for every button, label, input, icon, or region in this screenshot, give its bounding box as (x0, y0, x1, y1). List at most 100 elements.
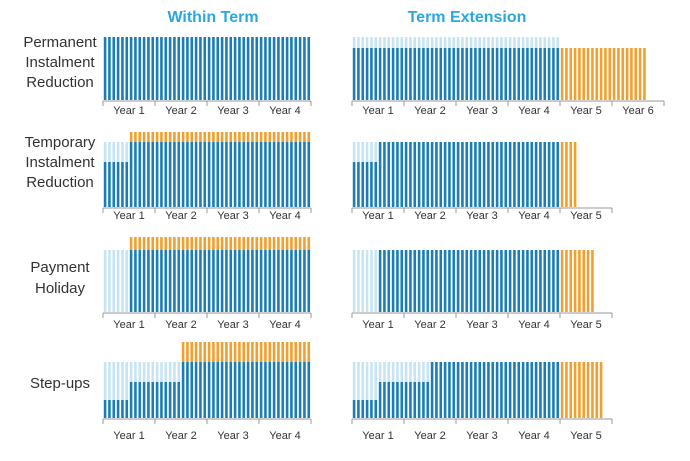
payment-bar (643, 48, 646, 100)
payment-bar (539, 362, 542, 418)
payment-bar (125, 37, 129, 100)
payment-bar (560, 142, 564, 207)
payment-bar (508, 250, 512, 312)
payment-bar (251, 142, 254, 207)
payment-bar (352, 48, 356, 100)
payment-bar (435, 250, 438, 312)
year-label: Year 4 (518, 210, 549, 222)
payment-bar (378, 382, 382, 418)
payment-bar (378, 362, 382, 382)
payment-bar (233, 37, 237, 100)
payment-bar (138, 142, 142, 207)
payment-bar (164, 132, 168, 142)
payment-bar (370, 37, 373, 48)
payment-bar (547, 250, 551, 312)
payment-bar (203, 132, 207, 142)
payment-bar (400, 37, 404, 48)
payment-bar (125, 162, 129, 207)
payment-bar (443, 142, 447, 207)
payment-bar (452, 48, 456, 100)
payment-bar (565, 142, 568, 207)
payment-bar (426, 37, 430, 48)
payment-bar (294, 250, 298, 312)
payment-bar (264, 342, 267, 362)
payment-bar (560, 362, 564, 418)
payment-bar (357, 142, 360, 162)
payment-bar (443, 48, 447, 100)
payment-bar (121, 142, 124, 162)
payment-bar (277, 237, 280, 250)
payment-bar (456, 48, 460, 100)
payment-bar (307, 362, 311, 418)
payment-bar (121, 162, 124, 207)
payment-bar (246, 142, 250, 207)
payment-bar (621, 48, 625, 100)
payment-bar (268, 237, 272, 250)
payment-bar (547, 142, 551, 207)
payment-bar (112, 250, 116, 312)
payment-bar (517, 250, 521, 312)
payment-bar (173, 362, 176, 382)
payment-bar (495, 37, 499, 48)
payment-bar (272, 142, 276, 207)
payment-bar (285, 237, 289, 250)
payment-bar (491, 362, 495, 418)
payment-bar (404, 250, 408, 312)
payment-bar (426, 382, 430, 418)
payment-bar (352, 250, 356, 312)
payment-bar (160, 37, 163, 100)
payment-bar (290, 250, 293, 312)
payment-bar (290, 142, 293, 207)
year-label: Year 2 (165, 210, 196, 222)
payment-bar (225, 132, 228, 142)
payment-bar (138, 382, 142, 418)
payment-bar (417, 382, 421, 418)
year-label: Year 1 (362, 319, 393, 331)
payment-bar (212, 342, 215, 362)
payment-bar (521, 142, 525, 207)
payment-bar (294, 37, 298, 100)
payment-bar (181, 237, 185, 250)
payment-bar (500, 48, 503, 100)
payment-bar (116, 37, 120, 100)
payment-bar (378, 48, 382, 100)
payment-bar (138, 37, 142, 100)
year-label: Year 3 (217, 319, 248, 331)
payment-bar (108, 250, 111, 312)
payment-bar (413, 37, 417, 48)
payment-bar (290, 237, 293, 250)
payment-bar (374, 142, 378, 162)
payment-bar (365, 37, 369, 48)
payment-bar (164, 250, 168, 312)
payment-bar (456, 250, 460, 312)
payment-bar (138, 237, 142, 250)
payment-bar (504, 48, 508, 100)
payment-bar (164, 382, 168, 418)
payment-bar (582, 250, 586, 312)
payment-bar (121, 362, 124, 400)
payment-bar (413, 142, 417, 207)
payment-bar (233, 250, 237, 312)
payment-bar (238, 362, 241, 418)
payment-bar (103, 250, 107, 312)
payment-bar (155, 237, 159, 250)
payment-bar (207, 342, 211, 362)
payment-bar (168, 237, 172, 250)
payment-bar (173, 382, 176, 418)
payment-bar (194, 37, 198, 100)
row-label: Permanent (23, 34, 97, 51)
payment-bar (134, 37, 137, 100)
payment-bar (242, 250, 246, 312)
payment-bar (396, 37, 399, 48)
payment-bar (160, 132, 163, 142)
payment-bar (504, 142, 508, 207)
payment-bar (482, 362, 486, 418)
payment-bar (259, 250, 263, 312)
payment-bar (264, 237, 267, 250)
payment-bar (138, 362, 142, 382)
year-label: Year 1 (362, 430, 393, 442)
payment-bar (387, 142, 391, 207)
payment-bar (387, 250, 391, 312)
payment-bar (285, 132, 289, 142)
payment-bar (251, 342, 254, 362)
